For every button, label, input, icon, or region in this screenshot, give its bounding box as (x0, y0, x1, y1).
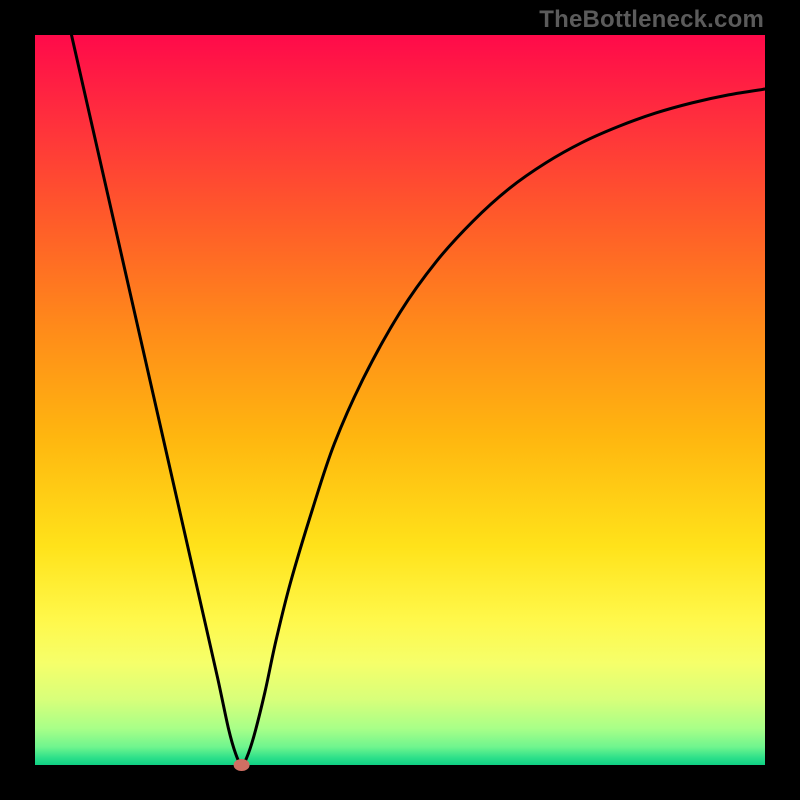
optimal-point-marker (234, 759, 250, 771)
chart-canvas (0, 0, 800, 800)
gradient-background (35, 35, 765, 765)
watermark-text: TheBottleneck.com (539, 6, 764, 34)
